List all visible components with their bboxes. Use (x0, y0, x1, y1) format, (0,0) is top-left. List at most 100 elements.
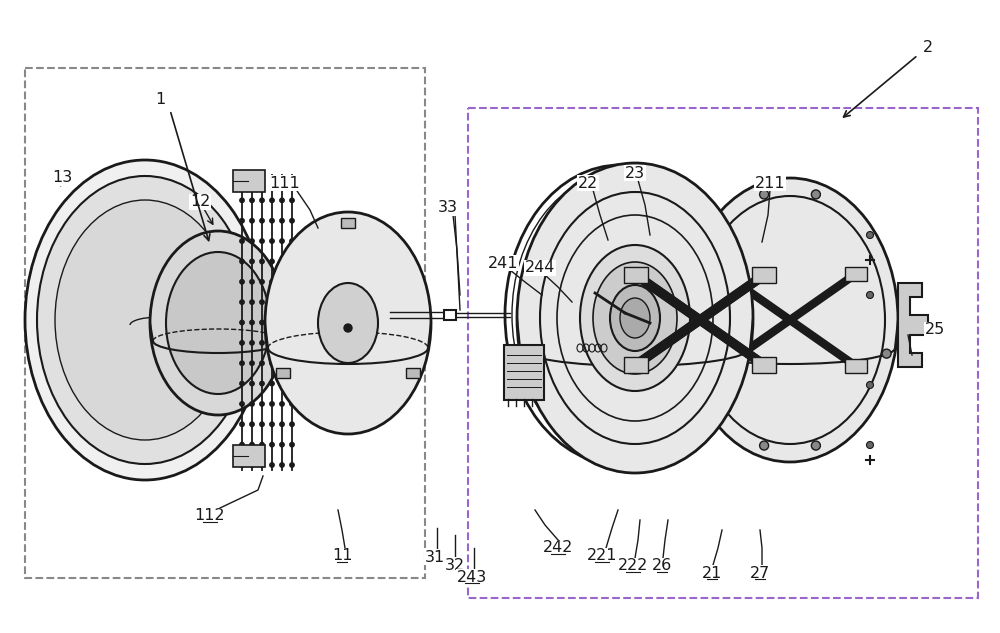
Circle shape (280, 178, 284, 182)
Text: 222: 222 (618, 558, 648, 573)
Circle shape (811, 441, 820, 450)
Circle shape (240, 463, 244, 467)
Circle shape (240, 260, 244, 263)
Circle shape (280, 280, 284, 284)
Text: 2: 2 (923, 41, 933, 56)
Circle shape (280, 198, 284, 203)
Text: 242: 242 (543, 541, 573, 556)
Circle shape (250, 218, 254, 223)
Bar (233, 170, 265, 192)
FancyBboxPatch shape (845, 267, 867, 281)
Ellipse shape (620, 298, 650, 338)
Circle shape (260, 239, 264, 243)
Bar (504, 345, 544, 400)
Text: 13: 13 (52, 170, 72, 185)
Circle shape (260, 422, 264, 427)
Circle shape (270, 198, 274, 203)
FancyBboxPatch shape (752, 357, 776, 373)
Circle shape (250, 198, 254, 203)
Circle shape (866, 382, 874, 389)
Text: 243: 243 (457, 570, 487, 584)
Circle shape (240, 198, 244, 203)
Circle shape (270, 280, 274, 284)
FancyBboxPatch shape (713, 359, 735, 373)
Circle shape (260, 218, 264, 223)
Text: 111: 111 (270, 175, 300, 191)
Text: 21: 21 (702, 565, 722, 580)
Circle shape (250, 260, 254, 263)
Circle shape (290, 361, 294, 365)
Text: 12: 12 (190, 194, 210, 210)
Circle shape (260, 280, 264, 284)
Ellipse shape (25, 160, 265, 480)
Circle shape (250, 402, 254, 406)
Ellipse shape (593, 262, 677, 374)
Text: 241: 241 (488, 256, 518, 270)
Bar (341, 218, 355, 228)
Circle shape (270, 260, 274, 263)
Circle shape (760, 190, 769, 199)
Circle shape (882, 349, 891, 358)
Ellipse shape (517, 163, 753, 473)
FancyBboxPatch shape (845, 359, 867, 373)
Ellipse shape (318, 283, 378, 363)
Bar (233, 445, 265, 467)
Circle shape (344, 324, 352, 332)
Text: 25: 25 (925, 322, 945, 337)
Ellipse shape (682, 178, 898, 462)
Ellipse shape (150, 231, 286, 415)
Text: 1: 1 (155, 92, 165, 108)
Circle shape (250, 320, 254, 325)
Text: 244: 244 (525, 261, 555, 275)
Circle shape (240, 422, 244, 427)
Circle shape (270, 178, 274, 182)
Circle shape (270, 422, 274, 427)
Circle shape (260, 198, 264, 203)
Circle shape (280, 341, 284, 345)
Circle shape (260, 402, 264, 406)
Circle shape (240, 341, 244, 345)
Circle shape (280, 422, 284, 427)
Circle shape (811, 190, 820, 199)
Ellipse shape (166, 252, 270, 394)
Text: 26: 26 (652, 558, 672, 573)
Text: 211: 211 (755, 175, 785, 191)
Circle shape (280, 442, 284, 447)
Circle shape (290, 280, 294, 284)
Circle shape (290, 300, 294, 304)
Circle shape (290, 178, 294, 182)
Ellipse shape (37, 176, 253, 464)
Circle shape (290, 198, 294, 203)
Ellipse shape (580, 245, 690, 391)
Text: 112: 112 (195, 508, 225, 523)
Circle shape (270, 320, 274, 325)
Circle shape (240, 361, 244, 365)
Circle shape (280, 300, 284, 304)
Circle shape (280, 260, 284, 263)
Text: 32: 32 (445, 558, 465, 572)
Circle shape (689, 282, 698, 291)
Circle shape (270, 218, 274, 223)
FancyBboxPatch shape (713, 267, 735, 281)
Circle shape (260, 300, 264, 304)
Circle shape (250, 381, 254, 385)
Circle shape (866, 292, 874, 299)
Circle shape (260, 178, 264, 182)
Circle shape (240, 218, 244, 223)
Bar (276, 368, 290, 378)
Circle shape (270, 239, 274, 243)
FancyBboxPatch shape (624, 357, 648, 373)
Circle shape (290, 239, 294, 243)
Text: 27: 27 (750, 565, 770, 580)
Circle shape (260, 341, 264, 345)
Ellipse shape (610, 285, 660, 351)
Circle shape (290, 402, 294, 406)
Circle shape (270, 300, 274, 304)
FancyBboxPatch shape (624, 267, 648, 283)
Circle shape (250, 239, 254, 243)
Circle shape (290, 320, 294, 325)
Circle shape (290, 463, 294, 467)
Circle shape (280, 361, 284, 365)
Circle shape (240, 320, 244, 325)
Circle shape (240, 300, 244, 304)
